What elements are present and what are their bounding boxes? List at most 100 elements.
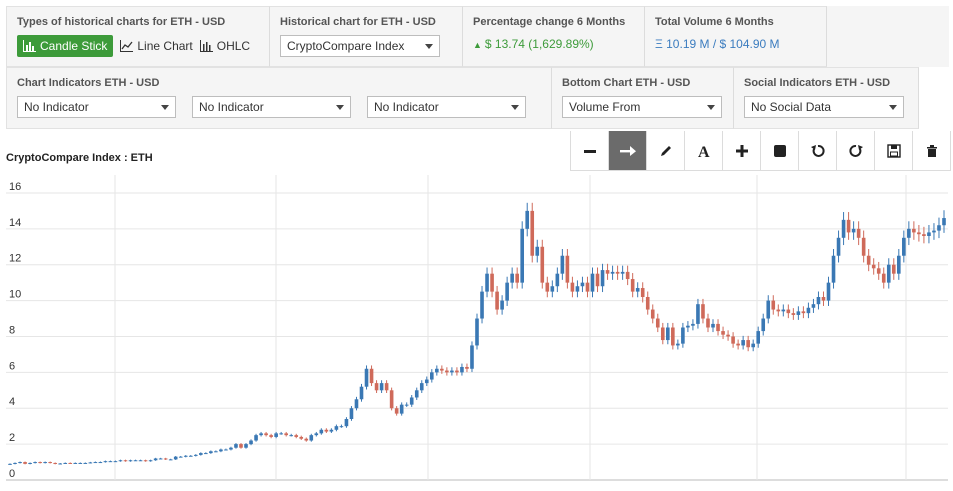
candle-body: [645, 297, 650, 310]
chart-title: CryptoCompare Index : ETH: [6, 152, 153, 164]
candle-body: [781, 309, 786, 312]
candle-body: [88, 462, 93, 464]
candle-body: [701, 304, 705, 319]
historical-chart-panel: Historical chart for ETH - USD CryptoCom…: [270, 6, 463, 67]
candle-body: [178, 456, 183, 458]
candle-body: [640, 288, 645, 297]
minus-icon[interactable]: [571, 131, 609, 171]
candle-body: [706, 318, 710, 328]
candle-body: [801, 311, 806, 314]
svg-text:A: A: [698, 144, 710, 159]
candle-body: [259, 433, 263, 436]
candle-body: [359, 386, 364, 400]
candle-body: [133, 460, 138, 462]
candle-body: [907, 228, 911, 238]
candle-body: [726, 334, 730, 337]
candle-body: [424, 379, 429, 384]
candle-body: [806, 307, 811, 314]
candle-body: [681, 327, 685, 344]
candle-body: [83, 462, 88, 464]
arrow-right-icon[interactable]: [609, 131, 647, 171]
candles: [8, 202, 946, 465]
triangle-up-icon: ▲: [473, 40, 482, 50]
historical-chart-select[interactable]: CryptoCompare Index: [280, 35, 440, 57]
candle-body: [148, 460, 153, 462]
candle-body: [866, 255, 871, 265]
candle-body: [480, 291, 484, 319]
candle-body: [254, 435, 258, 441]
candle-body: [545, 282, 550, 292]
candle-body: [510, 273, 514, 283]
total-volume-value: Ξ 10.19 M / $ 104.90 M: [655, 37, 780, 51]
redo-icon[interactable]: [837, 131, 875, 171]
candle-body: [851, 228, 856, 233]
indicator-select-1[interactable]: No Indicator: [17, 96, 176, 118]
square-icon[interactable]: [761, 131, 799, 171]
candle-body: [264, 433, 268, 436]
candle-body: [329, 429, 334, 432]
historical-chart-title: Historical chart for ETH - USD: [280, 16, 436, 28]
candle-body: [751, 343, 755, 348]
chart-indicators-panel: Chart Indicators ETH - USD No Indicator …: [6, 67, 552, 129]
candle-body: [671, 327, 675, 346]
percentage-change-panel: Percentage change 6 Months ▲ $ 13.74 (1,6…: [463, 6, 645, 67]
candle-stick-label: Candle Stick: [40, 39, 108, 53]
chevron-down-icon: [336, 104, 344, 110]
candle-body: [505, 282, 509, 301]
candle-body: [354, 399, 359, 409]
undo-icon[interactable]: [799, 131, 837, 171]
candle-body: [199, 453, 203, 455]
candle-stick-button[interactable]: Candle Stick: [17, 35, 114, 57]
save-icon[interactable]: [875, 131, 913, 171]
line-chart-button[interactable]: Line Chart: [120, 39, 193, 53]
candle-body: [595, 273, 600, 287]
candle-body: [435, 368, 439, 373]
candle-body: [314, 433, 319, 436]
candle-body: [419, 383, 424, 391]
line-chart-label: Line Chart: [137, 39, 193, 53]
candle-body: [299, 436, 304, 439]
chart-types-panel: Types of historical charts for ETH - USD…: [6, 6, 270, 67]
trash-icon[interactable]: [913, 131, 951, 171]
drawing-toolbar: A: [570, 131, 951, 171]
indicator-select-2[interactable]: No Indicator: [192, 96, 351, 118]
text-icon[interactable]: A: [685, 131, 723, 171]
candle-body: [721, 331, 725, 335]
indicator-1-value: No Indicator: [24, 100, 89, 114]
candle-body: [404, 404, 409, 406]
candle-body: [108, 461, 113, 463]
candle-body: [168, 459, 173, 461]
candle-body: [289, 435, 294, 437]
candle-body: [575, 286, 580, 292]
candle-body: [475, 318, 479, 346]
candle-body: [209, 451, 213, 454]
candle-body: [515, 273, 519, 283]
candle-body: [560, 255, 565, 274]
candle-body: [771, 300, 776, 310]
ohlc-button[interactable]: OHLC: [199, 39, 250, 53]
plus-icon[interactable]: [723, 131, 761, 171]
candle-body: [309, 435, 314, 441]
candle-body: [23, 462, 27, 464]
social-indicators-select[interactable]: No Social Data: [744, 96, 904, 118]
candle-body: [304, 438, 309, 441]
candle-body: [294, 435, 299, 437]
candle-body: [18, 462, 22, 464]
candle-body: [580, 282, 585, 287]
candle-body: [630, 279, 635, 292]
candle-body: [942, 218, 946, 226]
indicator-select-3[interactable]: No Indicator: [367, 96, 526, 118]
candlestick-chart[interactable]: 0 2 4 6 8 10 12 14 16: [0, 172, 953, 491]
candle-body: [384, 383, 389, 391]
candle-body: [279, 433, 283, 435]
candle-body: [922, 234, 926, 236]
candle-body: [339, 426, 344, 428]
pencil-icon[interactable]: [647, 131, 685, 171]
y-tick-label: 2: [9, 432, 15, 444]
candle-body: [881, 273, 886, 283]
candle-body: [691, 323, 695, 326]
bottom-chart-select[interactable]: Volume From: [562, 96, 722, 118]
y-axis-tick-labels: 0 2 4 6 8 10 12 14 16: [9, 181, 21, 480]
candle-body: [349, 408, 354, 419]
candle-body: [620, 271, 625, 274]
